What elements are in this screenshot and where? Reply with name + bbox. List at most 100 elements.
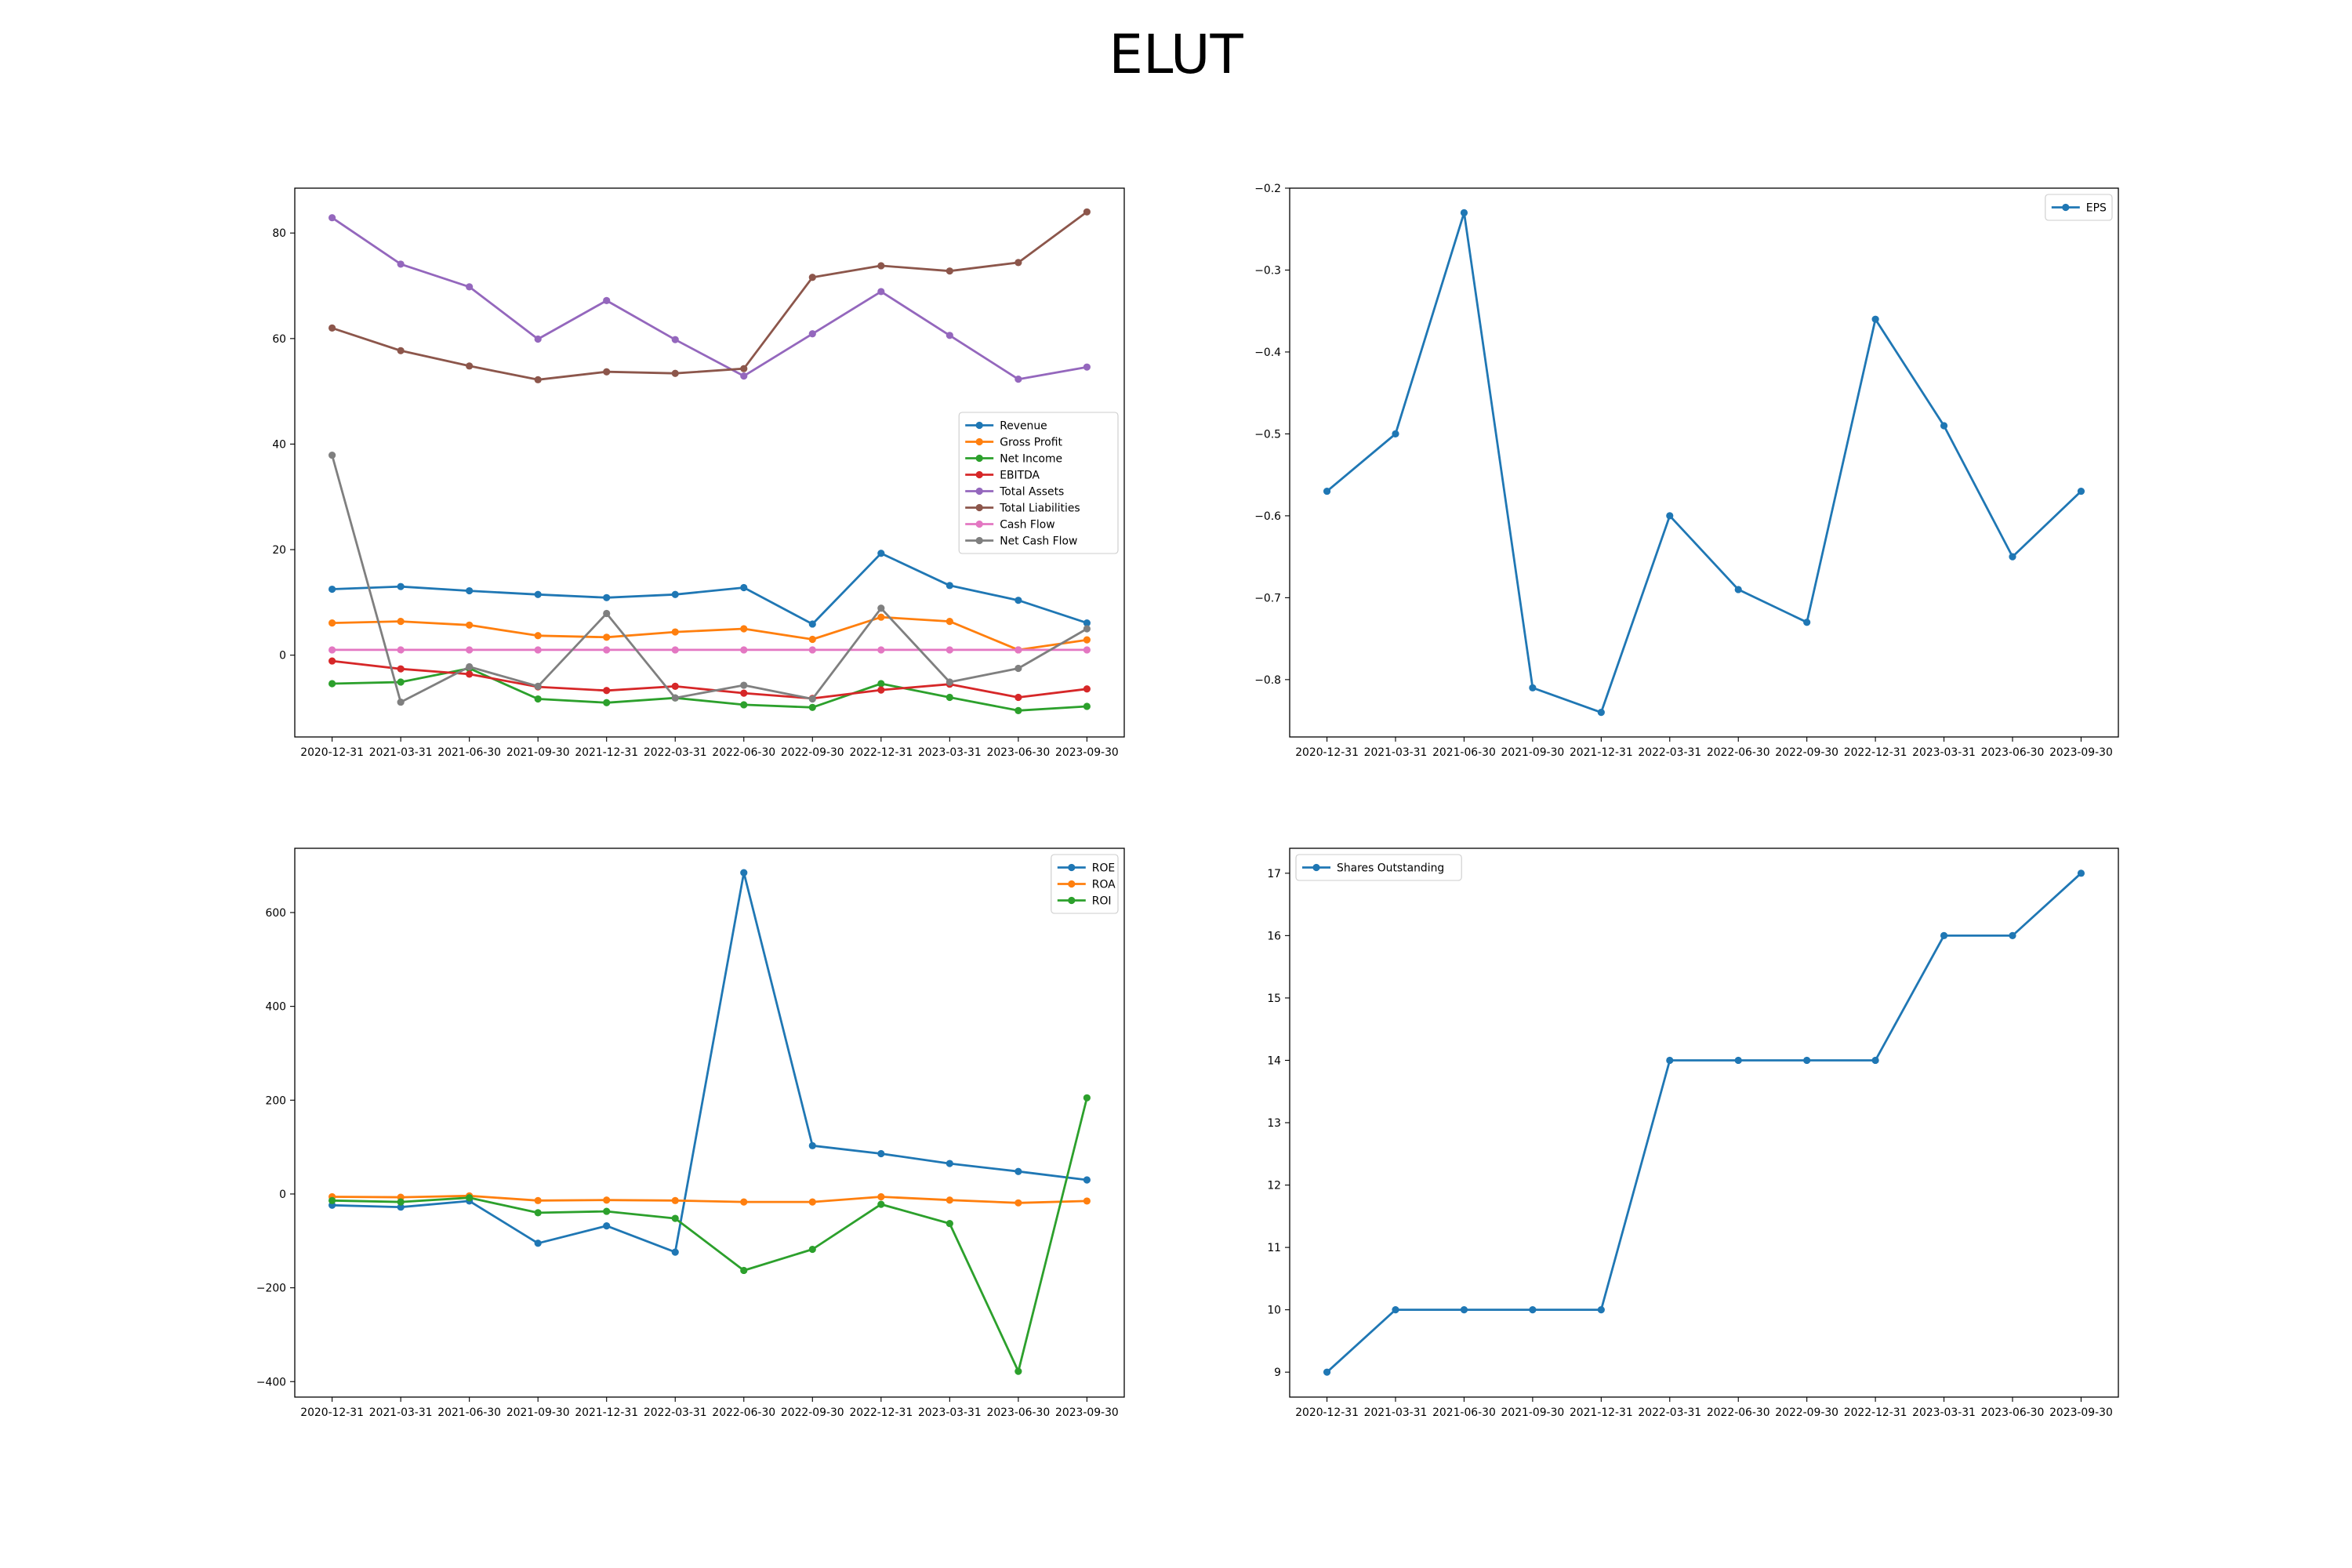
y-tick-label: 80	[272, 227, 286, 240]
x-tick-label: 2021-12-31	[1570, 746, 1633, 759]
y-tick-label: −0.4	[1254, 347, 1281, 359]
data-point	[328, 657, 336, 665]
x-tick-label: 2022-09-30	[781, 1406, 844, 1419]
legend-swatch-marker	[975, 454, 983, 463]
legend-label: Net Income	[1000, 453, 1062, 466]
data-point	[1734, 1056, 1742, 1065]
data-point	[1666, 512, 1674, 520]
data-point	[534, 335, 542, 343]
data-point	[740, 1266, 748, 1275]
x-tick-label: 2023-09-30	[2049, 1406, 2113, 1419]
x-tick-label: 2023-06-30	[986, 1406, 1050, 1419]
series-line	[332, 871, 1087, 1254]
data-point	[466, 670, 474, 678]
data-point	[466, 283, 474, 291]
x-tick-label: 2022-12-31	[1844, 1406, 1907, 1419]
x-tick-label: 2020-12-31	[1295, 746, 1359, 759]
data-point	[603, 1196, 611, 1204]
y-tick-label: 60	[272, 333, 286, 346]
data-point	[877, 1149, 885, 1158]
data-point	[740, 1198, 748, 1206]
x-tick-label: 2023-06-30	[1981, 746, 2045, 759]
data-point	[671, 590, 679, 598]
y-tick-label: −0.3	[1254, 264, 1281, 277]
data-point	[1083, 208, 1091, 216]
series-line	[332, 211, 1088, 381]
data-point	[466, 662, 474, 671]
figure-title: ELUT	[1109, 24, 1243, 86]
y-tick-label: −0.7	[1254, 592, 1281, 604]
x-tick-label: 2022-09-30	[1775, 1406, 1838, 1419]
data-point	[1083, 646, 1091, 654]
series-revenue	[328, 550, 1091, 628]
legend-item: ROE	[1057, 862, 1115, 875]
legend-item: Net Cash Flow	[965, 535, 1077, 548]
legend-label: Gross Profit	[1000, 437, 1062, 449]
x-tick-label: 2023-09-30	[1055, 1406, 1119, 1419]
data-point	[877, 680, 885, 688]
legend-frame	[1295, 854, 1462, 881]
legend-swatch-marker	[1068, 880, 1076, 888]
y-tick-label: 0	[279, 650, 286, 662]
series-cash-flow	[328, 646, 1091, 654]
data-point	[1083, 625, 1091, 633]
data-point	[877, 613, 885, 621]
data-point	[740, 689, 748, 697]
x-tick-label: 2021-03-31	[1364, 746, 1428, 759]
data-point	[534, 376, 542, 383]
data-point	[603, 1222, 611, 1230]
y-tick-label: 15	[1267, 993, 1281, 1005]
series-line	[1326, 872, 2082, 1374]
data-point	[671, 1196, 679, 1204]
data-point	[877, 604, 885, 612]
x-tick-label: 2022-09-30	[781, 746, 844, 759]
data-point	[1083, 1197, 1091, 1205]
data-point	[1083, 685, 1091, 693]
data-point	[603, 633, 611, 641]
y-tick-label: 9	[1274, 1367, 1281, 1379]
data-point	[1014, 1167, 1022, 1175]
data-point	[534, 632, 542, 640]
data-point	[328, 324, 336, 332]
data-point	[328, 451, 336, 459]
y-tick-label: −0.8	[1254, 674, 1281, 687]
data-point	[740, 869, 748, 877]
x-tick-label: 2021-12-31	[575, 1406, 638, 1419]
legend-swatch-marker	[975, 503, 983, 512]
data-point	[1734, 586, 1742, 593]
data-point	[397, 1198, 405, 1206]
x-tick-label: 2021-12-31	[1570, 1406, 1633, 1419]
data-point	[397, 698, 405, 706]
legend-swatch-marker	[975, 470, 983, 479]
legend-label: ROI	[1092, 895, 1112, 908]
data-point	[1871, 315, 1879, 323]
legend-swatch-marker	[1068, 863, 1076, 872]
data-point	[534, 682, 542, 690]
series-roe	[328, 869, 1091, 1256]
series-total-liabilities	[328, 208, 1091, 383]
chart-1: 2020-12-31 2021-03-31 2021-06-30 2021-09-30…	[272, 187, 1125, 759]
data-point	[1529, 684, 1537, 691]
data-point	[466, 586, 474, 595]
legend-label: Shares Outstanding	[1337, 862, 1444, 875]
data-point	[808, 695, 816, 703]
x-tick-label: 2021-12-31	[575, 746, 638, 759]
data-point	[1597, 1306, 1605, 1314]
data-point	[1083, 702, 1091, 710]
data-point	[397, 678, 405, 686]
data-point	[946, 646, 953, 654]
data-point	[946, 1196, 953, 1204]
series-shares-outstanding	[1323, 869, 2085, 1376]
data-point	[1323, 1368, 1331, 1376]
legend-label: ROA	[1092, 879, 1116, 891]
x-tick-label: 2022-09-30	[1775, 746, 1838, 759]
data-point	[877, 1200, 885, 1208]
data-point	[671, 1248, 679, 1256]
series-net-cash-flow	[328, 451, 1091, 706]
data-point	[1014, 1199, 1022, 1207]
data-point	[671, 336, 679, 343]
data-point	[534, 1240, 542, 1247]
data-point	[466, 1194, 474, 1202]
